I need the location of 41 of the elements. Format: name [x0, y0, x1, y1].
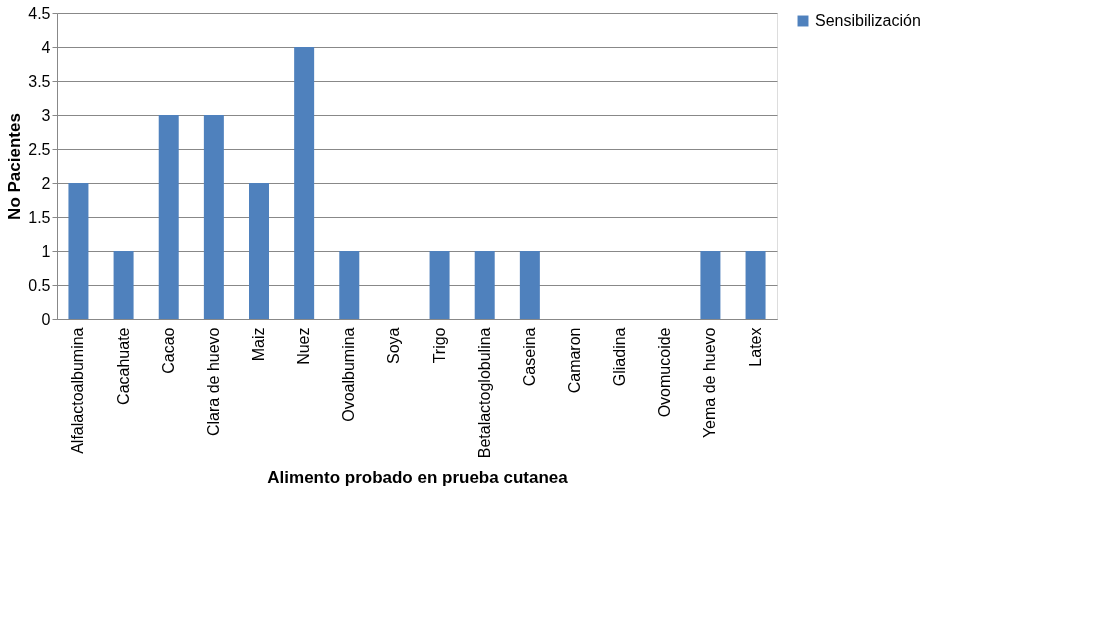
x-axis-title: Alimento probado en prueba cutanea	[267, 468, 569, 488]
x-tick-label: Ovomucoide	[656, 327, 674, 418]
bar	[294, 47, 315, 319]
bar	[113, 251, 134, 319]
x-tick-label: Cacahuate	[114, 327, 132, 405]
bar	[158, 115, 179, 319]
y-tick-label: 1.5	[28, 208, 51, 226]
bar	[429, 251, 450, 319]
y-tick-label: 4	[41, 38, 51, 56]
bar	[68, 183, 89, 319]
x-tick-label: Camaron	[565, 327, 583, 394]
y-tick-label: 3.5	[28, 72, 51, 90]
x-tick-label: Cacao	[159, 327, 177, 374]
y-tick-label: 3	[41, 106, 51, 124]
x-tick-label: Latex	[746, 327, 764, 367]
legend-label: Sensibilización	[815, 12, 921, 29]
x-tick-label: Yema de huevo	[701, 327, 719, 439]
y-tick-label: 2	[41, 174, 51, 192]
y-tick-label: 1	[41, 242, 51, 260]
bar	[203, 115, 224, 319]
x-tick-label: Ovoalbumina	[340, 327, 358, 422]
x-tick-label: Trigo	[430, 327, 448, 364]
x-tick-label: Caseina	[520, 327, 538, 387]
x-tick-label: Nuez	[295, 327, 313, 365]
x-tick-label: Soya	[385, 327, 403, 364]
y-tick-label: 2.5	[28, 140, 51, 158]
x-tick-label: Gliadina	[611, 327, 629, 387]
y-axis-title: No Pacientes	[5, 113, 25, 220]
bar	[339, 251, 360, 319]
bar	[700, 251, 721, 319]
bar	[745, 251, 766, 319]
x-tick-label: Alfalactoalbumina	[69, 327, 87, 454]
y-tick-label: 4.5	[28, 4, 51, 22]
bar	[474, 251, 495, 319]
y-tick-label: 0.5	[28, 276, 51, 294]
bar	[519, 251, 540, 319]
x-tick-label: Clara de huevo	[204, 327, 222, 437]
x-tick-label: Maiz	[250, 327, 268, 362]
x-tick-label: Betalactoglobulina	[475, 327, 493, 459]
bar	[249, 183, 270, 319]
y-tick-label: 0	[41, 310, 51, 328]
